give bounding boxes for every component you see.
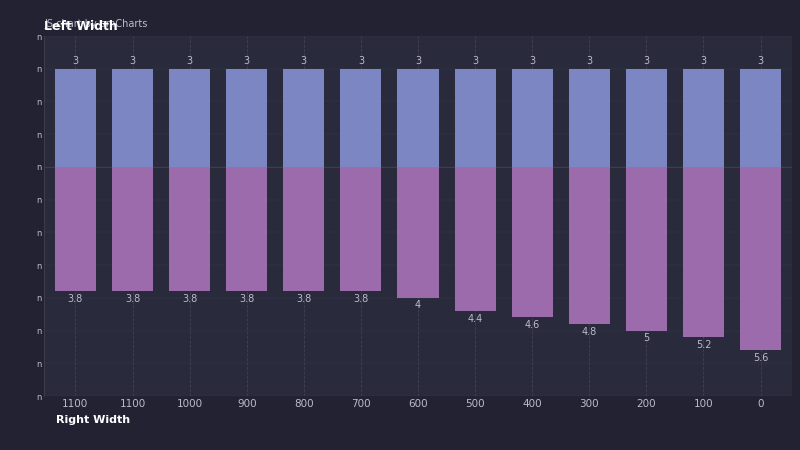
Text: 3: 3: [244, 56, 250, 66]
Text: 3: 3: [472, 56, 478, 66]
Bar: [55, 69, 96, 167]
Text: JS chart by amCharts: JS chart by amCharts: [44, 19, 147, 29]
Text: Right Width: Right Width: [56, 415, 130, 425]
Text: 3.8: 3.8: [354, 294, 369, 304]
Bar: [626, 167, 667, 331]
Bar: [626, 69, 667, 167]
Text: 3.8: 3.8: [296, 294, 311, 304]
Text: 4: 4: [415, 301, 421, 310]
Text: 3: 3: [758, 56, 764, 66]
Bar: [454, 69, 496, 167]
Bar: [226, 69, 267, 167]
Bar: [340, 167, 382, 291]
Bar: [569, 69, 610, 167]
Text: 3: 3: [130, 56, 135, 66]
Bar: [740, 69, 781, 167]
Bar: [683, 167, 724, 337]
Text: 3.8: 3.8: [125, 294, 140, 304]
Text: 5.6: 5.6: [753, 353, 768, 363]
Bar: [169, 167, 210, 291]
Text: 3: 3: [358, 56, 364, 66]
Text: 3.8: 3.8: [239, 294, 254, 304]
Text: 3: 3: [301, 56, 307, 66]
Bar: [398, 69, 438, 167]
Bar: [283, 167, 324, 291]
Bar: [55, 167, 96, 291]
Text: 3: 3: [72, 56, 78, 66]
Bar: [112, 69, 153, 167]
Bar: [512, 167, 553, 317]
Text: 4.8: 4.8: [582, 327, 597, 337]
Bar: [454, 167, 496, 311]
Bar: [283, 69, 324, 167]
Bar: [740, 167, 781, 350]
Bar: [683, 69, 724, 167]
Text: 5.2: 5.2: [696, 340, 711, 350]
Text: 4.4: 4.4: [467, 314, 482, 324]
Text: 3.8: 3.8: [182, 294, 198, 304]
Text: 3: 3: [586, 56, 592, 66]
Bar: [112, 167, 153, 291]
Bar: [569, 167, 610, 324]
Bar: [340, 69, 382, 167]
Bar: [512, 69, 553, 167]
Text: 3: 3: [415, 56, 421, 66]
Text: 3: 3: [643, 56, 650, 66]
Text: 3.8: 3.8: [68, 294, 83, 304]
Bar: [398, 167, 438, 298]
Bar: [169, 69, 210, 167]
Text: 3: 3: [701, 56, 706, 66]
Text: 3: 3: [529, 56, 535, 66]
Text: Left Width: Left Width: [44, 20, 118, 33]
Text: 5: 5: [643, 333, 650, 343]
Text: 3: 3: [186, 56, 193, 66]
Text: 4.6: 4.6: [525, 320, 540, 330]
Bar: [226, 167, 267, 291]
